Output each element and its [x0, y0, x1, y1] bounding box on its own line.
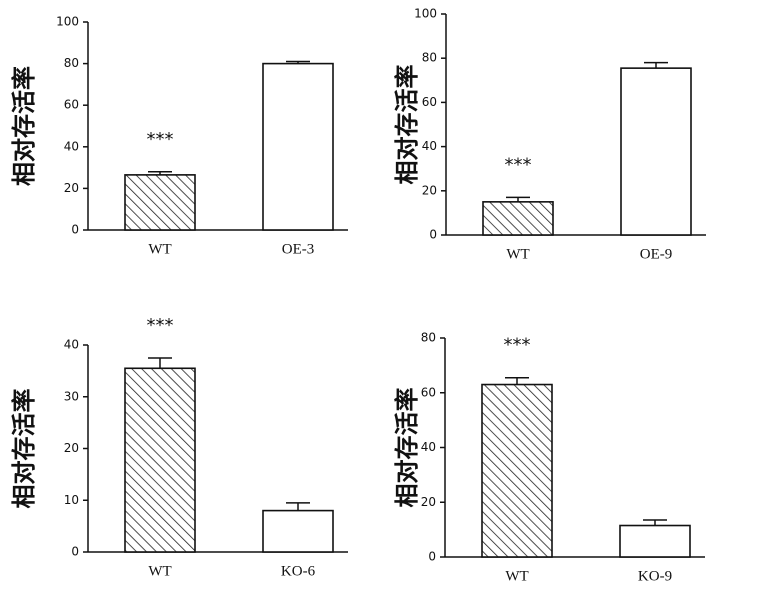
bar [620, 67, 692, 236]
x-tick-label: OE-3 [282, 241, 315, 257]
error-bar [506, 196, 530, 202]
x-tick-label: WT [148, 563, 171, 579]
y-tick-label: 40 [422, 139, 437, 153]
bar [124, 174, 196, 231]
error-bar [148, 171, 172, 175]
y-axis-label: 相对存活率 [10, 389, 38, 509]
error-bar [148, 357, 172, 369]
error-bar [286, 60, 310, 64]
error-bar [644, 61, 668, 69]
significance-label: *** [505, 154, 532, 175]
x-tick-label: WT [506, 246, 529, 262]
x-tick-label: WT [148, 241, 171, 257]
x-tick-label: OE-9 [640, 246, 673, 262]
y-tick-label: 20 [64, 441, 79, 455]
y-tick-label: 60 [422, 95, 437, 109]
y-tick-label: 100 [56, 15, 79, 29]
y-tick-label: 0 [428, 550, 436, 564]
y-tick-label: 0 [71, 545, 79, 559]
x-tick-label: WT [505, 568, 528, 584]
bar [481, 383, 553, 558]
y-tick-label: 60 [64, 98, 79, 112]
y-tick-label: 80 [421, 331, 436, 345]
y-tick-label: 30 [64, 389, 79, 403]
y-tick-label: 20 [422, 183, 437, 197]
y-tick-label: 20 [421, 495, 436, 509]
y-tick-label: 100 [414, 7, 437, 21]
significance-label: *** [147, 129, 174, 150]
y-tick-label: 0 [71, 223, 79, 237]
y-tick-label: 10 [64, 493, 79, 507]
x-tick-label: KO-6 [281, 563, 316, 579]
bar [262, 62, 334, 231]
bar [124, 367, 196, 553]
y-tick-label: 20 [64, 181, 79, 195]
error-bar [505, 376, 529, 385]
y-tick-label: 80 [64, 56, 79, 70]
significance-label: *** [504, 335, 531, 356]
y-tick-label: 80 [422, 51, 437, 65]
y-tick-label: 0 [429, 228, 437, 242]
error-bar [286, 502, 310, 511]
bar [262, 509, 334, 553]
y-tick-label: 40 [64, 338, 79, 352]
bar [619, 524, 691, 558]
y-tick-label: 60 [421, 385, 436, 399]
x-tick-label: KO-9 [638, 568, 672, 584]
error-bar [643, 519, 667, 526]
y-tick-label: 40 [421, 440, 436, 454]
y-axis-label: 相对存活率 [393, 65, 421, 185]
significance-label: *** [147, 315, 174, 336]
y-tick-label: 40 [64, 139, 79, 153]
y-axis-label: 相对存活率 [393, 388, 421, 508]
bar [482, 201, 554, 236]
y-axis-label: 相对存活率 [10, 66, 38, 186]
